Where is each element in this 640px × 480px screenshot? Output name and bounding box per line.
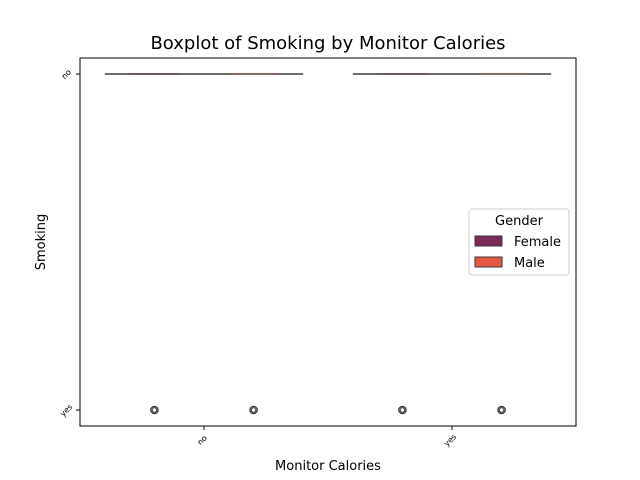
legend-title: Gender — [495, 214, 544, 229]
chart-title: Boxplot of Smoking by Monitor Calories — [150, 33, 505, 54]
outlier-point-male-yes-0 — [497, 405, 506, 415]
y-axis-label: Smoking — [34, 214, 49, 271]
outlier-point-male-no-0 — [249, 405, 258, 415]
outlier-inner-female-yes-0 — [399, 407, 406, 413]
outlier-inner-male-no-0 — [250, 407, 257, 413]
x-axis-label: Monitor Calories — [275, 459, 381, 474]
legend: Gender Female Male — [468, 208, 570, 276]
plot-area — [79, 57, 577, 427]
legend-swatch-female — [474, 235, 503, 247]
legend-label-female: Female — [514, 235, 561, 250]
legend-label-male: Male — [514, 256, 545, 271]
outlier-inner-female-no-0 — [151, 407, 158, 413]
legend-swatch-male — [474, 256, 503, 268]
outlier-point-female-yes-0 — [398, 405, 407, 415]
legend-items: Female Male — [474, 235, 561, 271]
outlier-point-female-no-0 — [150, 405, 159, 415]
chart-marks — [104, 73, 552, 415]
outlier-inner-male-yes-0 — [498, 407, 505, 413]
